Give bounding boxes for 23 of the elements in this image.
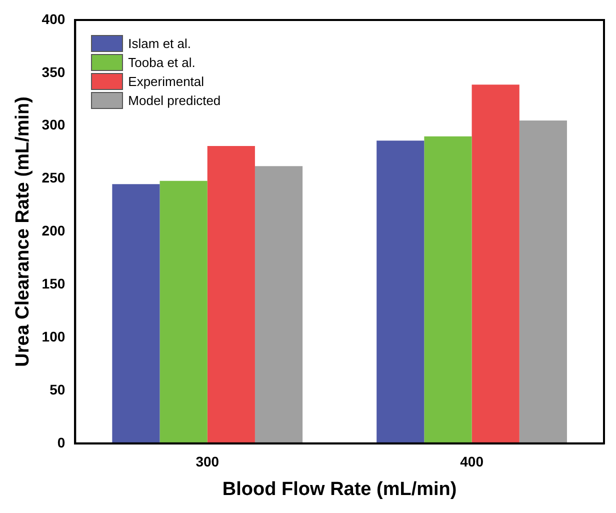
legend-label: Model predicted: [128, 93, 221, 108]
y-tick-label: 400: [42, 10, 66, 27]
bar: [160, 180, 208, 444]
bar: [519, 120, 567, 444]
legend-label: Tooba et al.: [128, 55, 196, 70]
y-tick-label: 350: [42, 64, 66, 80]
bar: [112, 184, 160, 444]
bar: [254, 166, 303, 444]
bar: [376, 140, 424, 444]
bar: [472, 84, 520, 444]
x-axis-title: Blood Flow Rate (mL/min): [222, 478, 457, 500]
y-tick-label: 0: [57, 434, 66, 450]
legend-label: Experimental: [128, 74, 204, 89]
bar: [207, 146, 255, 444]
y-tick-label: 50: [50, 381, 66, 398]
y-tick-label: 150: [42, 275, 66, 292]
y-axis-title: Urea Clearance Rate (mL/min): [12, 96, 34, 367]
y-tick-label: 200: [42, 222, 66, 239]
y-tick-label: 100: [42, 328, 66, 344]
bar: [424, 136, 472, 444]
y-tick-label: 300: [42, 116, 66, 133]
legend-label: Islam et al.: [128, 36, 192, 51]
y-tick-label: 250: [42, 170, 66, 186]
